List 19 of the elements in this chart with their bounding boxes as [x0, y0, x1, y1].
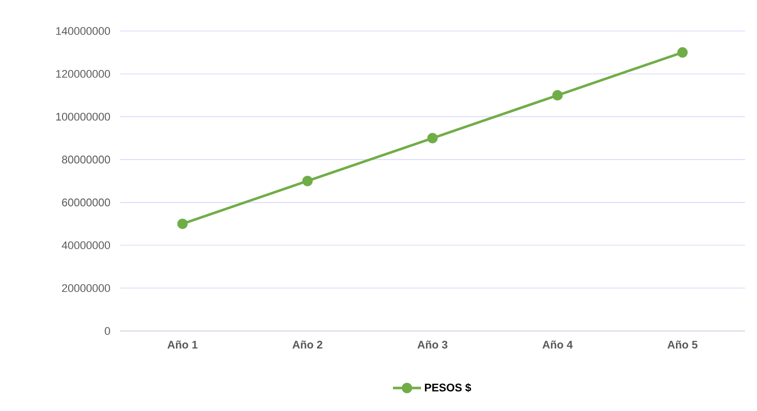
point — [677, 47, 688, 58]
legend-label: PESOS $ — [424, 383, 472, 392]
x-tick-label: Año 2 — [292, 340, 322, 349]
y-tick-label: 40000000 — [62, 241, 110, 250]
y-tick-label: 100000000 — [56, 112, 110, 121]
x-tick-label: Año 5 — [667, 340, 698, 349]
point — [427, 132, 438, 144]
x-tick-label: Año 4 — [542, 340, 573, 349]
x-tick-label: Año 3 — [417, 340, 448, 349]
y-tick-label: 60000000 — [62, 198, 110, 206]
x-tick-label: Año 1 — [167, 340, 198, 349]
point — [177, 218, 188, 230]
y-tick-label: 20000000 — [62, 284, 110, 292]
point — [552, 90, 563, 101]
y-tick-label: 0 — [104, 327, 110, 335]
y-tick-label: 120000000 — [56, 70, 110, 78]
y-tick-label: 140000000 — [56, 27, 110, 35]
point — [302, 176, 313, 186]
y-tick-label: 80000000 — [62, 156, 110, 164]
